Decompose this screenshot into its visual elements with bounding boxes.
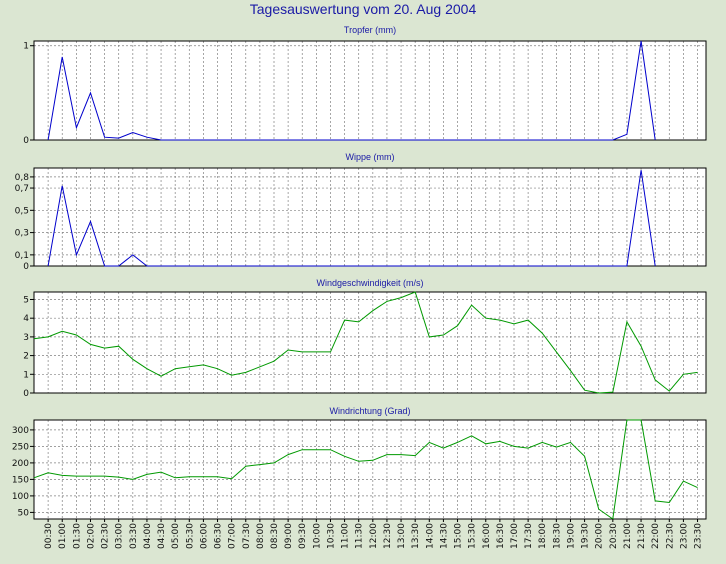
y-tick-label: 0,8	[15, 173, 30, 183]
panel-title: Windrichtung (Grad)	[329, 406, 410, 416]
x-tick-label: 22:30	[665, 523, 675, 549]
y-tick-label: 300	[12, 426, 29, 436]
y-tick-label: 3	[23, 333, 29, 343]
plot-background	[34, 41, 706, 140]
x-tick-label: 09:00	[284, 523, 294, 549]
panel-4: 50 100 150 200 250 300 Windrichtung (Grad)	[12, 406, 707, 520]
y-tick-label: 0	[23, 389, 29, 399]
x-tick-label: 21:30	[637, 523, 647, 549]
y-tick-label: 0	[23, 262, 29, 272]
x-tick-label: 20:30	[609, 523, 619, 549]
x-tick-label: 01:30	[72, 523, 82, 549]
x-tick-label: 12:30	[383, 523, 393, 549]
x-tick-label: 18:30	[552, 523, 562, 549]
x-tick-label: 23:30	[694, 523, 704, 549]
plot-frame	[33, 419, 707, 520]
x-tick-label: 15:30	[468, 523, 478, 549]
x-tick-label: 15:00	[454, 523, 464, 549]
panel-3: 0 1 2 3 4 5 Windgeschwindigkeit (m/s)	[23, 278, 707, 399]
x-tick-label: 10:00	[312, 523, 322, 549]
x-tick-label: 06:30	[214, 523, 224, 549]
x-tick-label: 00:30	[44, 523, 54, 549]
page-title: Tagesauswertung vom 20. Aug 2004	[249, 1, 477, 17]
x-tick-label: 20:00	[595, 523, 605, 549]
x-tick-label: 07:30	[242, 523, 252, 549]
x-tick-label: 19:30	[581, 523, 591, 549]
x-tick-label: 21:00	[623, 523, 633, 549]
y-tick-label: 1	[23, 42, 29, 52]
x-tick-label: 23:00	[679, 523, 689, 549]
x-tick-label: 10:30	[326, 523, 336, 549]
x-tick-label: 12:00	[369, 523, 379, 549]
y-tick-label: 150	[12, 475, 29, 485]
y-tick-label: 250	[12, 442, 29, 452]
panel-2: 00,1 0,3 0,5 0,70,8 Wippe (mm)	[15, 152, 707, 272]
x-tick-label: 17:00	[510, 523, 520, 549]
x-tick-label: 02:00	[86, 523, 96, 549]
x-tick-label: 01:00	[58, 523, 68, 549]
x-tick-label: 05:00	[171, 523, 181, 549]
panel-title: Windgeschwindigkeit (m/s)	[316, 278, 423, 288]
x-tick-label: 22:00	[651, 523, 661, 549]
x-tick-label: 06:00	[199, 523, 209, 549]
y-tick-label: 0,7	[15, 184, 29, 194]
x-tick-label: 17:30	[524, 523, 534, 549]
y-tick-label: 5	[23, 295, 29, 305]
plot-background	[34, 292, 706, 393]
x-tick-label: 07:00	[228, 523, 238, 549]
series-line	[47, 170, 656, 267]
panel-1: 0 1 Tropfer (mm)	[23, 25, 707, 146]
series-line	[33, 419, 698, 520]
y-tick-label: 0,1	[15, 251, 29, 261]
series-line	[33, 291, 698, 394]
y-tick-label: 200	[12, 459, 29, 469]
series-line	[47, 40, 656, 141]
x-tick-label: 18:00	[538, 523, 548, 549]
x-tick-label: 02:30	[101, 523, 111, 549]
x-tick-label: 16:30	[496, 523, 506, 549]
x-tick-label: 04:30	[157, 523, 167, 549]
x-tick-label: 19:00	[566, 523, 576, 549]
x-tick-label: 11:30	[355, 523, 365, 549]
y-tick-label: 1	[23, 370, 29, 380]
x-tick-label: 03:00	[115, 523, 125, 549]
y-tick-label: 0,3	[15, 229, 29, 239]
x-tick-label: 09:30	[298, 523, 308, 549]
panel-title: Wippe (mm)	[346, 152, 395, 162]
y-tick-label: 4	[23, 314, 29, 324]
x-tick-label: 03:30	[129, 523, 139, 549]
x-tick-label: 08:00	[256, 523, 266, 549]
plot-frame	[33, 291, 707, 394]
plot-background	[34, 168, 706, 266]
plot-background	[34, 420, 706, 519]
x-tick-label: 04:00	[143, 523, 153, 549]
panel-title: Tropfer (mm)	[344, 25, 396, 35]
y-tick-label: 0,5	[15, 206, 29, 216]
x-tick-label: 14:00	[425, 523, 435, 549]
x-tick-label: 14:30	[439, 523, 449, 549]
x-tick-label: 05:30	[185, 523, 195, 549]
y-tick-label: 100	[12, 492, 29, 502]
x-tick-label: 13:30	[411, 523, 421, 549]
x-tick-label: 08:30	[270, 523, 280, 549]
y-tick-label: 50	[18, 508, 30, 518]
x-tick-label: 13:00	[397, 523, 407, 549]
x-tick-label: 11:00	[341, 523, 351, 549]
y-tick-label: 2	[23, 352, 29, 362]
x-tick-label: 16:00	[482, 523, 492, 549]
y-tick-label: 0	[23, 136, 29, 146]
